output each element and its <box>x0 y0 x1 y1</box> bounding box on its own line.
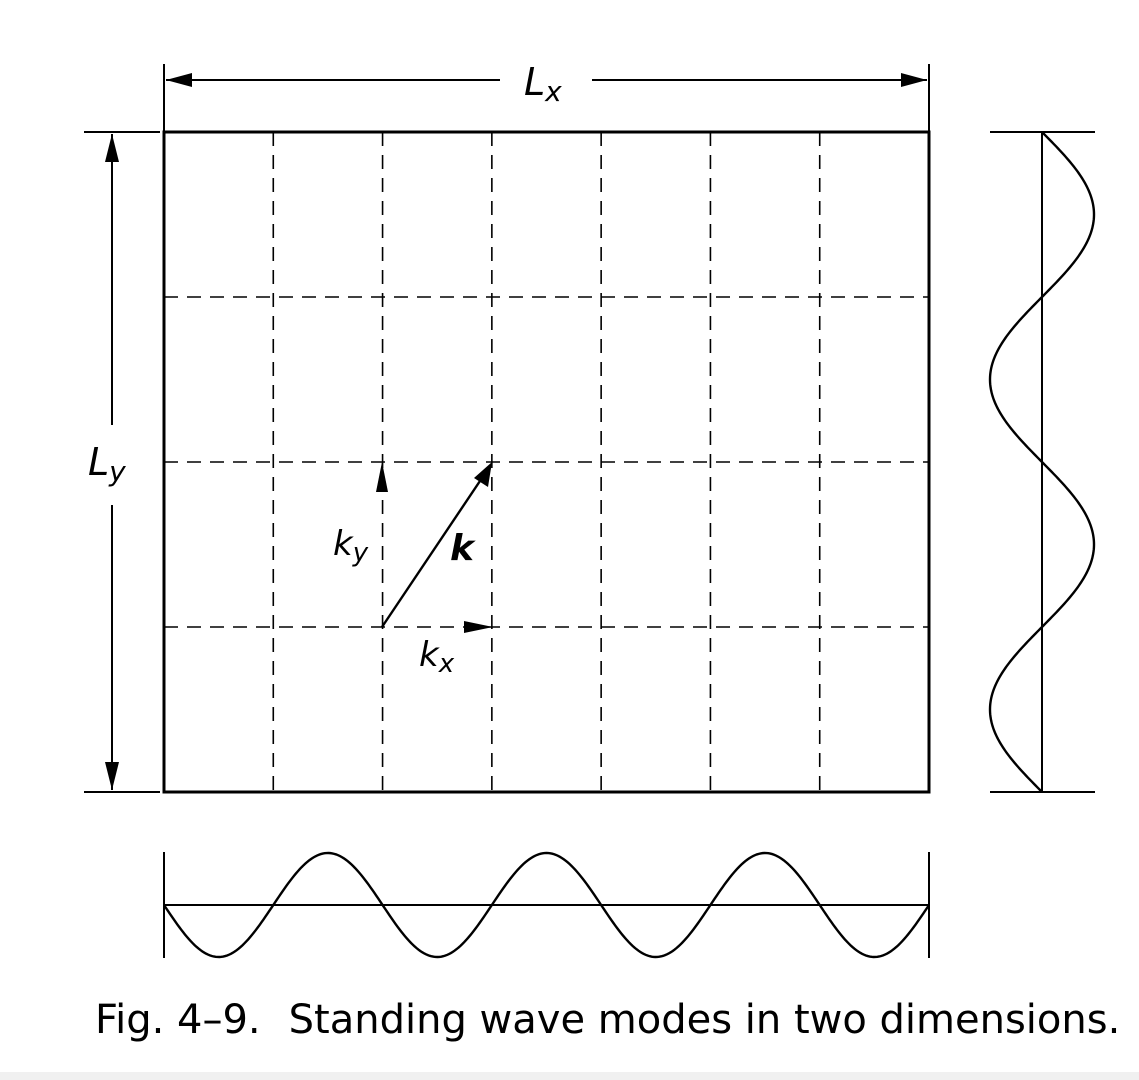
horizontal-standing-wave <box>163 851 930 959</box>
lx-label: Lx <box>524 60 562 108</box>
figure-caption: Fig. 4–9. Standing wave modes in two dime… <box>95 990 1120 1050</box>
caption-text: Standing wave modes in two dimensions. <box>288 997 1121 1043</box>
bottom-bar <box>0 1072 1139 1080</box>
horizontal-wave-panel <box>163 851 930 959</box>
ly-label: Ly <box>88 440 126 488</box>
ky-label: ky <box>333 524 369 568</box>
figure-number: Fig. 4–9. <box>95 997 261 1043</box>
k-vector <box>381 474 485 628</box>
kx-vector-head <box>464 621 493 633</box>
vertical-standing-wave <box>988 131 1096 793</box>
grid-dashed-lines <box>164 132 929 792</box>
k-vector-head <box>474 462 492 487</box>
lx-dimension <box>163 64 930 132</box>
k-label: k <box>450 528 476 569</box>
ly-dimension <box>84 131 160 793</box>
wave-vectors <box>376 462 493 633</box>
ky-vector-head <box>376 462 388 492</box>
vertical-wave-panel <box>988 131 1096 793</box>
domain-rectangle <box>162 130 931 794</box>
kx-label: kx <box>419 635 455 679</box>
